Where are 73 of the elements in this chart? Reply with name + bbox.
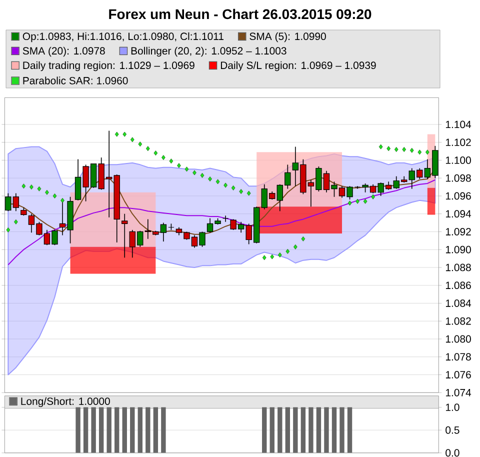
y-tick-label: 1.102 — [446, 138, 471, 146]
legend-label: Daily S/L region: 1.0969 – 1.0939 — [220, 61, 376, 72]
point — [52, 193, 57, 198]
point — [169, 158, 174, 164]
point — [138, 142, 142, 147]
y-tick-label: 1.078 — [446, 353, 471, 361]
y-tick-label: 1.098 — [446, 174, 471, 182]
point — [246, 190, 251, 196]
y-tick-label: 0.0 — [446, 449, 460, 457]
point — [224, 182, 228, 188]
chart-title: Forex um Neun - Chart 26.03.2015 09:20 — [109, 8, 372, 20]
point — [294, 244, 298, 250]
point — [146, 146, 150, 152]
point — [130, 137, 134, 142]
point — [30, 184, 34, 190]
y-tick-label: 1.084 — [446, 300, 472, 307]
point — [363, 198, 368, 204]
point — [200, 172, 204, 178]
candlestick — [122, 213, 128, 258]
point — [162, 155, 166, 160]
point — [6, 227, 10, 232]
point — [402, 146, 406, 152]
point — [410, 148, 414, 153]
point — [60, 198, 64, 203]
point — [45, 190, 49, 195]
point — [154, 150, 158, 156]
point — [386, 146, 391, 152]
point — [192, 170, 196, 176]
point — [356, 198, 360, 204]
point — [394, 146, 398, 152]
point — [177, 163, 181, 168]
point — [216, 179, 220, 184]
legend-label: Bollinger (20, 2): 1.0952 – 1.1003 — [131, 46, 286, 57]
y-tick-label: 1.088 — [446, 264, 471, 272]
point — [22, 184, 26, 189]
y-tick-label: 0.5 — [446, 426, 460, 434]
point — [114, 132, 119, 137]
y-tick-label: 1.094 — [446, 210, 472, 218]
legend-label: Op:1.0983, Hi:1.1016, Lo:1.0980, Cl:1.1011 — [22, 32, 224, 42]
y-tick-label: 1.082 — [446, 317, 471, 325]
point — [122, 132, 127, 137]
point — [286, 248, 290, 254]
point — [425, 150, 430, 155]
y-tick-label: 1.0 — [446, 404, 460, 411]
y-tick-label: 1.090 — [446, 246, 471, 254]
point — [270, 254, 274, 260]
point — [239, 188, 243, 194]
point — [184, 166, 189, 172]
point — [301, 236, 306, 242]
y-tick-label: 1.092 — [446, 228, 471, 236]
point — [14, 219, 18, 224]
y-tick-label: 1.100 — [446, 156, 471, 164]
point — [37, 186, 42, 192]
point — [378, 144, 383, 150]
point — [371, 194, 375, 200]
y-tick-label: 1.076 — [446, 371, 471, 378]
point — [208, 176, 212, 182]
legend-label: Parabolic SAR: 1.0960 — [23, 76, 128, 84]
point — [262, 255, 266, 260]
y-tick-label: 1.080 — [446, 335, 471, 343]
point — [418, 150, 422, 155]
legend-label: SMA (20): 1.0978 — [22, 46, 105, 57]
y-tick-label: 1.074 — [446, 388, 472, 396]
legend-label: SMA (5): 1.0990 — [250, 32, 326, 42]
point — [348, 200, 352, 206]
y-tick-label: 1.096 — [446, 192, 471, 200]
y-tick-label: 1.104 — [446, 120, 472, 128]
point — [231, 185, 236, 190]
candlestick — [222, 215, 229, 222]
legend-label: Long/Short: 1.0000 — [21, 397, 110, 408]
legend-label: Daily trading region: 1.1029 – 1.0969 — [23, 61, 194, 72]
point — [278, 252, 282, 258]
y-tick-label: 1.086 — [446, 282, 471, 290]
